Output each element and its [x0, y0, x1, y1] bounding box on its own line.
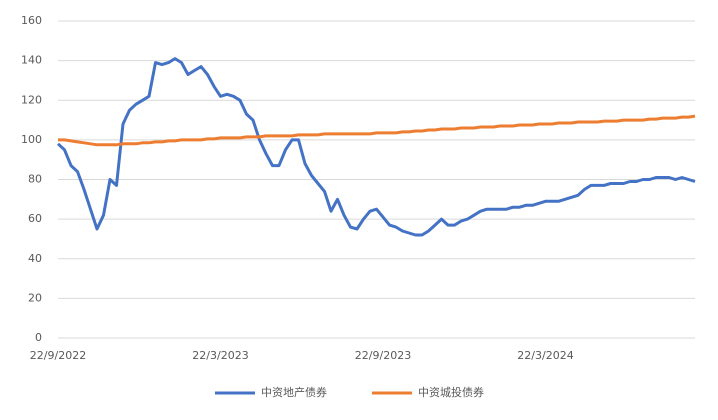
y-tick-label: 120	[21, 93, 42, 106]
x-tick-label: 22/3/2023	[192, 349, 248, 362]
x-tick-label: 22/9/2023	[355, 349, 411, 362]
series-line	[56, 57, 696, 237]
y-tick-label: 60	[28, 212, 42, 225]
y-tick-label: 80	[28, 173, 42, 186]
x-tick-label: 22/3/2024	[517, 349, 573, 362]
y-tick-label: 0	[35, 331, 42, 344]
y-tick-label: 160	[21, 14, 42, 27]
y-tick-label: 100	[21, 133, 42, 146]
y-tick-label: 40	[28, 252, 42, 265]
x-tick-label: 22/9/2022	[30, 349, 86, 362]
legend-label: 中资地产债券	[261, 385, 327, 399]
legend-label: 中资城投债券	[418, 385, 484, 399]
series-line	[58, 114, 696, 147]
y-tick-label: 140	[21, 54, 42, 67]
y-tick-label: 20	[28, 291, 42, 304]
